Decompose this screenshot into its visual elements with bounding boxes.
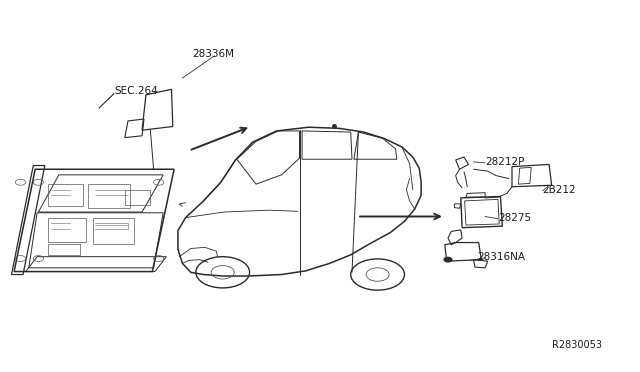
Bar (48, 218, 86, 242)
Bar (48, 184, 83, 206)
Text: 28336M: 28336M (192, 49, 234, 59)
Bar (93, 218, 134, 244)
Text: 28275: 28275 (498, 213, 531, 222)
Circle shape (444, 257, 452, 262)
Text: SEC.264: SEC.264 (114, 86, 157, 96)
Text: 28316NA: 28316NA (477, 252, 525, 262)
Text: 2B212: 2B212 (543, 185, 577, 195)
Bar (88, 184, 130, 208)
Text: R2830053: R2830053 (552, 340, 602, 350)
Bar (48, 244, 80, 255)
Bar (125, 190, 150, 205)
Text: 28212P: 28212P (485, 157, 525, 167)
